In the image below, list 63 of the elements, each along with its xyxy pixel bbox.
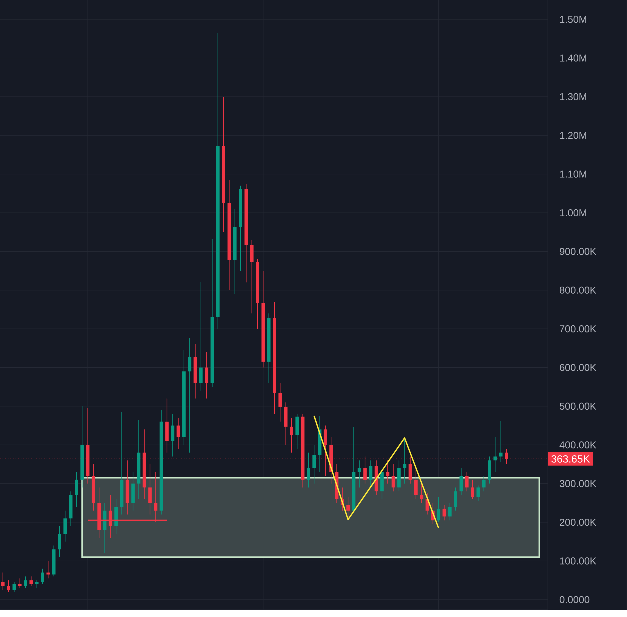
candlestick [290,418,294,454]
candlestick [114,499,118,535]
candlestick [324,426,328,476]
candlestick [454,488,458,512]
candlestick [284,402,288,446]
candlestick [7,580,10,593]
ref-line-label: 363.65K [552,456,590,464]
candlestick [312,444,316,484]
candlestick [148,464,152,516]
y-tick-label: 300.00K [560,480,597,488]
candlestick [448,502,452,521]
candlestick [250,240,254,314]
candlestick [278,383,282,422]
candlestick [346,497,350,520]
candlestick [476,486,480,502]
y-tick-label: 1.10M [560,170,586,178]
candlestick [403,438,407,484]
y-tick-label: 1.20M [560,132,586,140]
candlestick [414,468,418,500]
candlestick [58,526,62,558]
y-tick-label: 600.00K [560,364,597,372]
candlestick [205,352,209,400]
candlestick [1,572,5,591]
candlestick [166,398,169,454]
candlestick [358,460,362,488]
candlestick [482,476,486,492]
candlestick [306,452,310,488]
candlestick [465,472,469,492]
candlestick [380,468,384,500]
candlestick [199,282,203,392]
candlestick [18,578,22,589]
candlestick [392,464,396,492]
candlestick [471,480,474,500]
y-tick-label: 1.50M [560,16,586,24]
candlestick [41,568,44,585]
candlestick [369,460,373,488]
y-tick-label: 800.00K [560,286,597,294]
candlestick [74,472,78,508]
y-tick-label: 100.00K [560,558,597,565]
candlestick [499,420,503,463]
line-series [314,416,440,530]
candlestick [64,510,68,542]
y-tick-label: 400.00K [560,442,597,449]
candlestick [171,414,175,458]
y-tick-label: 700.00K [560,326,597,333]
candlestick [132,472,135,512]
y-tick-label: 0.0000 [560,596,590,604]
y-tick-label: 1.00M [560,210,586,217]
candlestick [494,437,498,473]
candlestick [188,338,192,454]
candlestick [437,497,441,523]
candlestick [30,576,34,587]
candlestick [398,460,401,492]
candlestick [420,484,424,504]
candlestick [296,414,300,450]
y-tick-label: 1.40M [560,54,586,62]
y-tick-label: 200.00K [560,519,597,526]
y-tick-label: 500.00K [560,403,597,410]
candlestick [386,460,390,484]
candlestick [488,456,492,484]
candlestick [24,576,28,589]
y-tick-label: 1.30M [560,94,586,101]
y-tick-label: 900.00K [560,248,597,256]
